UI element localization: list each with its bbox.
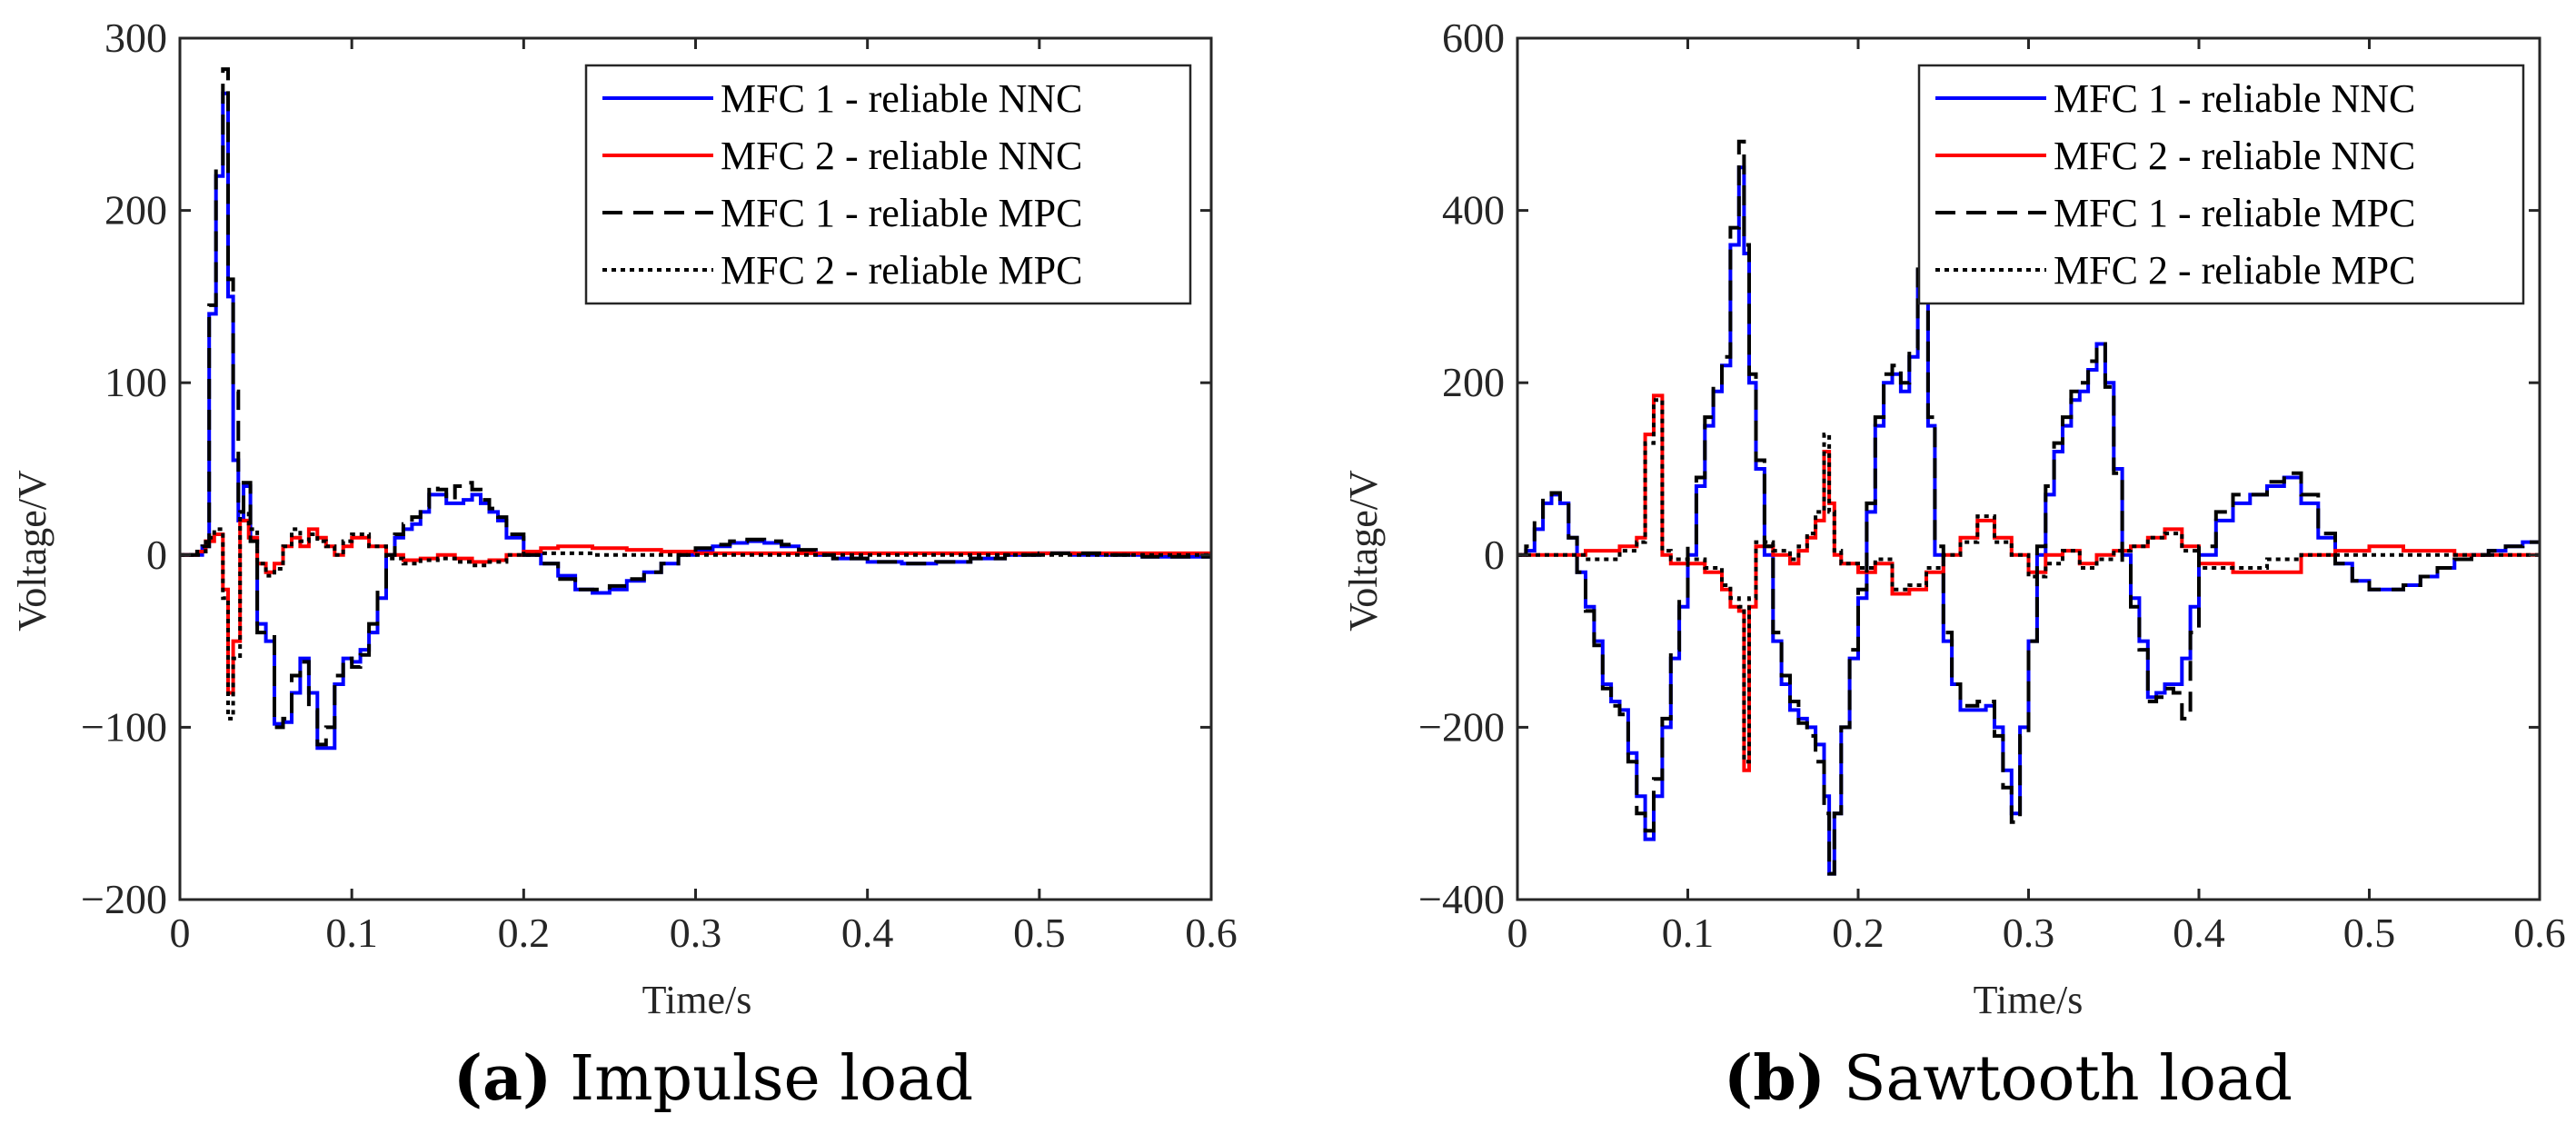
y-axis-label: Voltage/V [10,470,55,632]
y-tick-label: −400 [1418,876,1505,922]
legend-box [1917,64,2525,305]
legend-label: MFC 2 - reliable MPC [721,248,1082,293]
y-tick-label: 300 [104,15,167,61]
y-tick-label: 600 [1442,15,1505,61]
series-line-4 [180,510,1211,721]
panel-impulse-load: Time/s Voltage/V (a) Impulse load 0 0.1 0.2… [10,15,1238,1115]
caption-a: (a) Impulse load [453,1042,973,1115]
y-axis-label: Voltage/V [1341,470,1386,632]
x-tick-label: 0.3 [2003,910,2055,956]
series-group [180,67,1211,751]
y-tick-label: 400 [1442,187,1505,234]
panel-sawtooth-load: Time/s Voltage/V (b) Sawtooth load 0 0.1 0.… [1341,15,2566,1115]
x-tick-label: 0.5 [2343,910,2396,956]
x-tick-label: 0.4 [2173,910,2225,956]
y-tick-label: 200 [104,187,167,234]
legend-box [584,64,1192,305]
x-tick-label: 0.3 [670,910,722,956]
series-line-4 [1517,398,2540,764]
x-tick-label: 0 [170,910,191,956]
legend-label: MFC 1 - reliable NNC [2054,76,2415,121]
x-tick-label: 0.1 [325,910,378,956]
caption-b: (b) Sawtooth load [1724,1042,2293,1115]
x-tick-label: 0.6 [1185,910,1238,956]
x-tick-label: 0.2 [1832,910,1885,956]
x-axis-label: Time/s [642,978,752,1022]
y-tick-label: −200 [81,876,167,922]
legend-label: MFC 2 - reliable NNC [2054,134,2415,178]
y-tick-label: 100 [104,359,167,405]
y-tick-label: 0 [146,532,167,578]
caption-label: (a) [453,1042,552,1115]
x-axis-label: Time/s [1974,978,2084,1022]
legend-label: MFC 1 - reliable MPC [2054,191,2415,235]
x-tick-label: 0.2 [498,910,551,956]
caption-title: Sawtooth load [1844,1043,2293,1115]
x-tick-label: 0 [1507,910,1528,956]
caption-label: (b) [1724,1042,1825,1115]
legend: MFC 1 - reliable NNC MFC 2 - reliable NNC… [584,64,1192,305]
x-tick-label: 0.1 [1662,910,1715,956]
x-tick-label: 0.4 [841,910,894,956]
legend: MFC 1 - reliable NNC MFC 2 - reliable NNC… [1917,64,2525,305]
caption-title: Impulse load [570,1043,973,1115]
legend-label: MFC 1 - reliable MPC [721,191,1082,235]
y-tick-label: 0 [1484,532,1505,578]
y-tick-label: 200 [1442,359,1505,405]
x-tick-label: 0.6 [2513,910,2566,956]
legend-label: MFC 1 - reliable NNC [721,76,1082,121]
legend-label: MFC 2 - reliable MPC [2054,248,2415,293]
y-tick-label: −200 [1418,703,1505,750]
y-tick-label: −100 [81,703,167,750]
legend-label: MFC 2 - reliable NNC [721,134,1082,178]
x-tick-label: 0.5 [1013,910,1066,956]
